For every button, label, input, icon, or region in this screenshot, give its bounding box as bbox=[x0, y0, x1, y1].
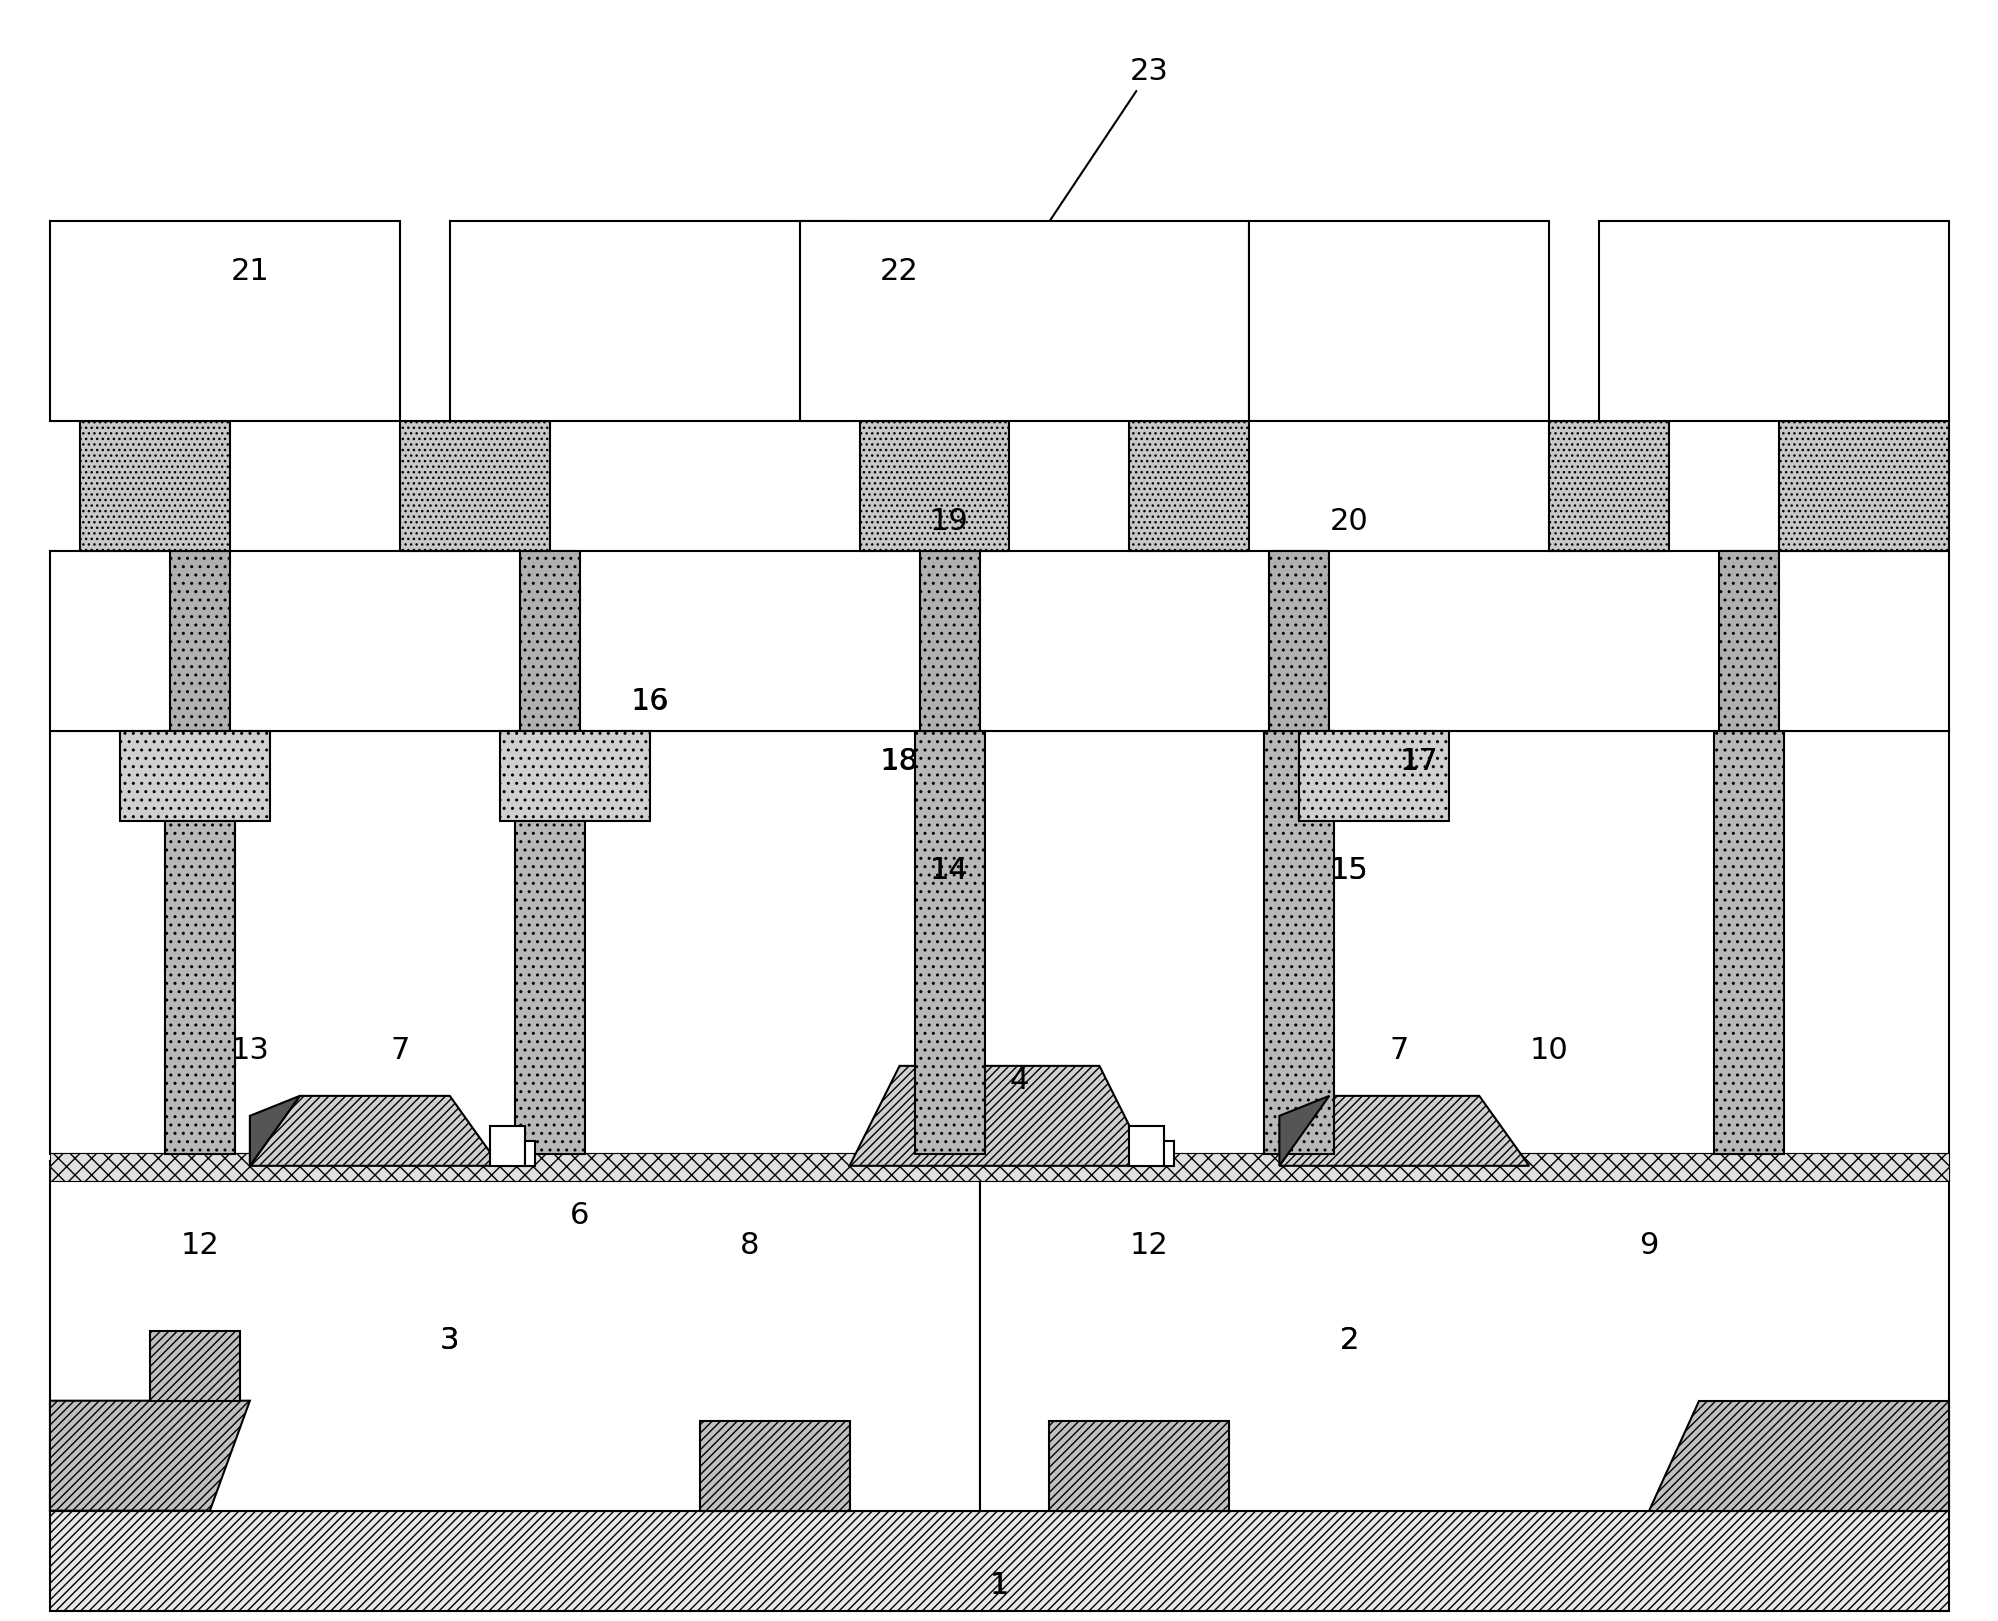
Bar bbox=[1548, 421, 1668, 551]
Polygon shape bbox=[699, 1420, 849, 1511]
Bar bbox=[859, 421, 1009, 551]
Bar bbox=[1129, 1127, 1165, 1165]
Text: 8: 8 bbox=[739, 1232, 759, 1260]
Polygon shape bbox=[1648, 1401, 1948, 1511]
Text: 6: 6 bbox=[569, 1201, 589, 1230]
Text: 18: 18 bbox=[881, 747, 917, 775]
Bar bbox=[50, 551, 1948, 731]
Bar bbox=[1299, 731, 1449, 820]
Polygon shape bbox=[50, 1401, 250, 1511]
Text: 1: 1 bbox=[989, 1571, 1009, 1600]
Text: 12: 12 bbox=[1129, 1232, 1169, 1260]
Bar bbox=[170, 551, 230, 731]
Bar bbox=[979, 1161, 1948, 1511]
Text: 22: 22 bbox=[879, 256, 919, 285]
Bar bbox=[1269, 551, 1329, 731]
Text: 14: 14 bbox=[929, 856, 969, 885]
Bar bbox=[519, 551, 579, 731]
Polygon shape bbox=[250, 1096, 300, 1165]
Text: 16: 16 bbox=[629, 687, 669, 715]
Bar bbox=[500, 731, 649, 820]
Bar bbox=[1598, 222, 1948, 421]
Text: 15: 15 bbox=[1329, 856, 1369, 885]
Text: 13: 13 bbox=[230, 1036, 270, 1065]
Text: 3: 3 bbox=[440, 1326, 460, 1355]
Bar bbox=[50, 1511, 1948, 1611]
Text: 15: 15 bbox=[1329, 856, 1369, 885]
Text: 7: 7 bbox=[390, 1036, 410, 1065]
Text: 7: 7 bbox=[1389, 1036, 1409, 1065]
Bar bbox=[50, 222, 400, 421]
Bar bbox=[120, 731, 270, 820]
Text: 3: 3 bbox=[440, 1326, 460, 1355]
Text: 9: 9 bbox=[1638, 1232, 1658, 1260]
Polygon shape bbox=[1279, 1096, 1329, 1165]
Bar bbox=[1265, 731, 1335, 1154]
Text: 18: 18 bbox=[879, 747, 919, 775]
Bar bbox=[400, 421, 549, 551]
Bar bbox=[919, 551, 979, 731]
Text: 16: 16 bbox=[631, 687, 667, 715]
Text: 17: 17 bbox=[1399, 747, 1439, 775]
Text: 23: 23 bbox=[951, 57, 1169, 370]
Text: 4: 4 bbox=[1009, 1067, 1029, 1096]
Bar bbox=[50, 1153, 1948, 1180]
Bar bbox=[1778, 421, 1948, 551]
Bar bbox=[1718, 551, 1778, 731]
Bar bbox=[50, 1154, 1948, 1165]
Bar bbox=[164, 731, 234, 1154]
Bar bbox=[1129, 421, 1249, 551]
Text: 12: 12 bbox=[180, 1232, 220, 1260]
Bar bbox=[150, 1331, 240, 1401]
Bar bbox=[50, 731, 1948, 1154]
Polygon shape bbox=[250, 1096, 500, 1165]
Polygon shape bbox=[1279, 1096, 1528, 1165]
Text: 1: 1 bbox=[989, 1571, 1009, 1600]
Bar bbox=[515, 731, 585, 1154]
Bar bbox=[799, 222, 1249, 421]
Text: 17: 17 bbox=[1401, 747, 1437, 775]
Text: 2: 2 bbox=[1339, 1326, 1359, 1355]
Polygon shape bbox=[1049, 1420, 1229, 1511]
Bar bbox=[450, 222, 849, 421]
Text: 14: 14 bbox=[929, 856, 969, 885]
Text: 2: 2 bbox=[1339, 1326, 1359, 1355]
Bar bbox=[80, 421, 230, 551]
Bar bbox=[1712, 731, 1782, 1154]
Text: 10: 10 bbox=[1528, 1036, 1568, 1065]
Bar bbox=[490, 1127, 523, 1165]
Bar bbox=[1249, 222, 1548, 421]
Polygon shape bbox=[849, 1067, 1149, 1165]
Bar bbox=[915, 731, 983, 1154]
Bar bbox=[50, 1161, 979, 1511]
Bar bbox=[1163, 1141, 1173, 1165]
Bar bbox=[523, 1141, 535, 1165]
Text: 19: 19 bbox=[929, 507, 969, 535]
Text: 20: 20 bbox=[1329, 507, 1369, 535]
Text: 21: 21 bbox=[230, 256, 270, 285]
